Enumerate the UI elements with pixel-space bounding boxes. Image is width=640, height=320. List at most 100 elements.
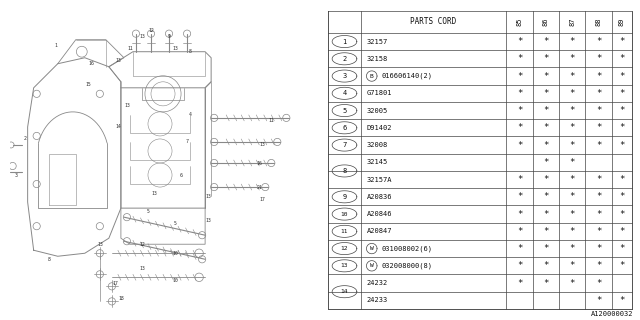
Text: *: *: [543, 261, 548, 270]
Text: *: *: [619, 106, 625, 115]
Text: *: *: [596, 89, 601, 98]
Text: *: *: [570, 227, 575, 236]
Text: 5: 5: [173, 221, 177, 226]
Text: *: *: [543, 89, 548, 98]
Text: D91402: D91402: [367, 125, 392, 131]
Text: 13: 13: [205, 194, 211, 199]
Text: 32005: 32005: [367, 108, 388, 114]
Text: *: *: [619, 244, 625, 253]
Text: *: *: [596, 54, 601, 63]
Text: *: *: [619, 296, 625, 305]
Text: *: *: [619, 89, 625, 98]
Text: *: *: [543, 158, 548, 167]
Text: *: *: [543, 244, 548, 253]
Text: *: *: [619, 227, 625, 236]
Text: *: *: [596, 261, 601, 270]
Text: *: *: [543, 175, 548, 184]
Text: 32157A: 32157A: [367, 177, 392, 183]
Text: *: *: [517, 175, 522, 184]
Text: W: W: [370, 246, 374, 251]
Text: *: *: [596, 106, 601, 115]
Text: 88: 88: [595, 18, 602, 26]
Text: 9: 9: [168, 34, 170, 39]
Text: 11: 11: [268, 118, 274, 124]
Text: *: *: [570, 261, 575, 270]
Text: 21: 21: [257, 185, 262, 189]
Text: *: *: [570, 158, 575, 167]
Text: *: *: [543, 72, 548, 81]
Text: *: *: [596, 72, 601, 81]
Text: 13: 13: [97, 242, 102, 247]
Text: A20836: A20836: [367, 194, 392, 200]
Text: 15: 15: [85, 82, 91, 87]
Text: *: *: [543, 106, 548, 115]
Text: *: *: [517, 261, 522, 270]
Text: 16: 16: [257, 161, 262, 165]
Text: *: *: [517, 54, 522, 63]
Text: 5: 5: [147, 209, 149, 214]
Text: 031008002(6): 031008002(6): [381, 245, 432, 252]
Text: 17: 17: [259, 196, 265, 202]
Text: 14: 14: [115, 124, 121, 129]
Text: *: *: [619, 37, 625, 46]
Text: 17: 17: [112, 281, 118, 286]
Text: *: *: [517, 106, 522, 115]
Text: 24233: 24233: [367, 297, 388, 303]
Text: 13: 13: [151, 191, 157, 196]
Text: 4: 4: [342, 90, 347, 96]
Text: B: B: [370, 74, 374, 78]
Text: 85: 85: [516, 18, 522, 26]
Text: *: *: [619, 261, 625, 270]
Text: 13: 13: [124, 103, 130, 108]
Text: *: *: [570, 140, 575, 149]
Text: 14: 14: [340, 289, 348, 294]
Text: 2: 2: [342, 56, 347, 62]
Text: *: *: [517, 72, 522, 81]
Text: 13: 13: [205, 218, 211, 223]
Text: 12: 12: [148, 28, 154, 33]
Text: *: *: [517, 140, 522, 149]
Text: *: *: [596, 140, 601, 149]
Text: *: *: [619, 54, 625, 63]
Text: 3: 3: [14, 172, 17, 178]
Text: 1: 1: [55, 43, 58, 48]
Text: 32008: 32008: [367, 142, 388, 148]
Text: G71801: G71801: [367, 90, 392, 96]
Text: 8: 8: [189, 49, 191, 54]
Text: *: *: [517, 37, 522, 46]
Text: 7: 7: [186, 140, 189, 144]
Text: *: *: [570, 244, 575, 253]
Text: 18: 18: [118, 296, 124, 301]
Text: 016606140(2): 016606140(2): [381, 73, 432, 79]
Text: *: *: [619, 72, 625, 81]
Text: A20847: A20847: [367, 228, 392, 234]
Text: 13: 13: [340, 263, 348, 268]
Text: *: *: [619, 140, 625, 149]
Text: 89: 89: [619, 18, 625, 26]
Text: 1: 1: [342, 38, 347, 44]
Text: *: *: [596, 192, 601, 201]
Text: *: *: [596, 123, 601, 132]
Text: 4: 4: [189, 112, 191, 117]
Text: *: *: [543, 192, 548, 201]
Text: *: *: [543, 140, 548, 149]
Text: *: *: [570, 37, 575, 46]
Text: 13: 13: [115, 58, 121, 63]
Text: 13: 13: [139, 266, 145, 271]
Text: *: *: [517, 123, 522, 132]
Text: 86: 86: [543, 18, 549, 26]
Text: 13: 13: [139, 34, 145, 39]
Text: *: *: [596, 37, 601, 46]
Text: *: *: [570, 123, 575, 132]
Text: 8: 8: [342, 168, 347, 174]
Text: *: *: [570, 106, 575, 115]
Text: *: *: [596, 210, 601, 219]
Text: *: *: [596, 296, 601, 305]
Text: *: *: [517, 244, 522, 253]
Text: *: *: [570, 89, 575, 98]
Text: *: *: [543, 54, 548, 63]
Text: *: *: [517, 192, 522, 201]
Text: 11: 11: [340, 229, 348, 234]
Text: 13: 13: [172, 46, 178, 51]
Text: *: *: [596, 279, 601, 288]
